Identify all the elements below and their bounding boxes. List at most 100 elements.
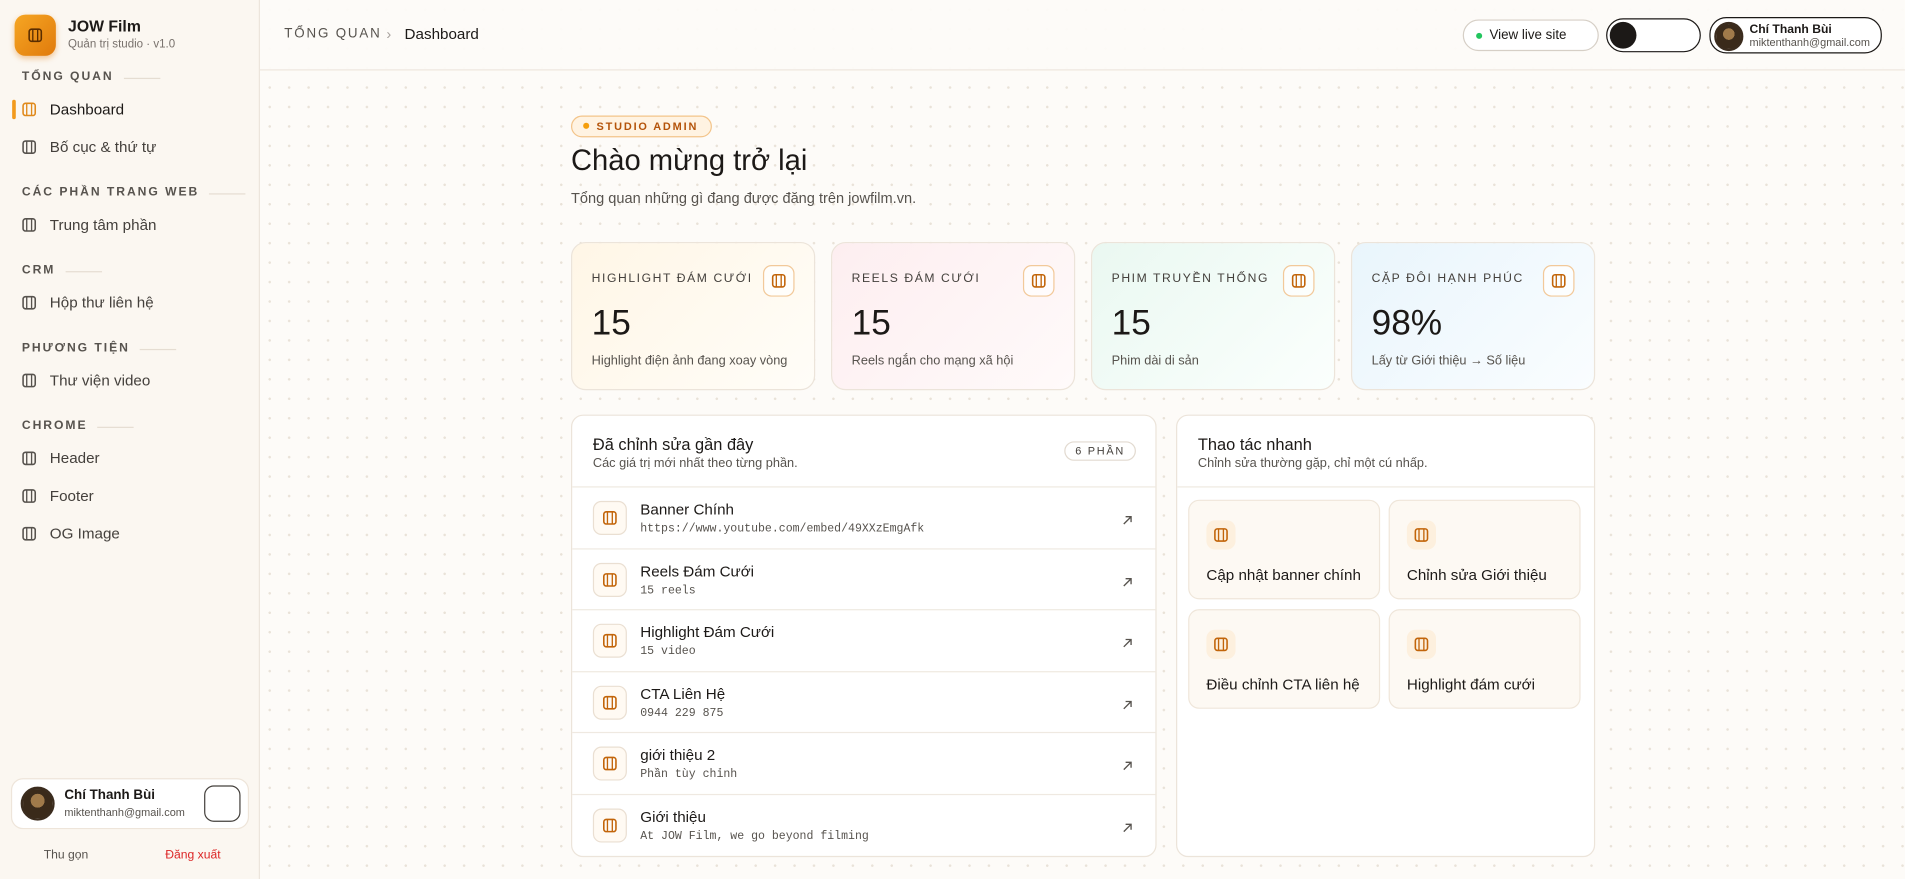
- icon: [603, 818, 617, 833]
- icon: [28, 28, 43, 43]
- badge-label: STUDIO ADMIN: [596, 120, 699, 133]
- quick-panel: Thao tác nhanh Chỉnh sửa thường gặp, chỉ …: [1176, 414, 1596, 858]
- count-badge: 6 PHẦN: [1064, 441, 1136, 461]
- nav-item[interactable]: Thư viện video: [22, 370, 150, 392]
- user-menu[interactable]: Chí Thanh Bùi miktenthanh@gmail.com: [1709, 17, 1882, 54]
- theme-button[interactable]: [204, 785, 241, 822]
- quick-action[interactable]: Điều chỉnh CTA liên hệ: [1188, 609, 1381, 709]
- user-name: Chí Thanh Bùi: [1749, 23, 1832, 37]
- logo: [14, 14, 56, 56]
- nav-label: Bố cục & thứ tự: [49, 138, 157, 156]
- theme-toggle[interactable]: [1606, 18, 1701, 53]
- item-detail: Phần tùy chỉnh: [640, 767, 738, 782]
- nav-label: Thư viện video: [49, 372, 151, 390]
- open-arrow: [1121, 818, 1133, 840]
- user-card: Chí Thanh Bùi miktenthanh@gmail.com: [10, 778, 250, 830]
- open-arrow: [1121, 634, 1133, 656]
- status-dot: [1476, 32, 1483, 39]
- recent-item[interactable]: Giới thiệu At JOW Film, we go beyond film…: [572, 793, 1156, 856]
- action-label: Highlight đám cưới: [1406, 675, 1536, 694]
- stat-value: 15: [1111, 303, 1151, 343]
- page-title: Chào mừng trở lại: [571, 144, 808, 178]
- stat-note: Reels ngắn cho mạng xã hội: [851, 353, 1014, 369]
- icon: [603, 511, 617, 525]
- panel-subtitle: Các giá trị mới nhất theo từng phần.: [592, 455, 798, 471]
- stat-card: HIGHLIGHT ĐÁM CƯỚI 15 Highlight điện ảnh đ…: [571, 241, 816, 391]
- action-icon: [1406, 520, 1437, 550]
- badge-dot: [583, 122, 590, 129]
- icon: [603, 757, 617, 771]
- recent-item[interactable]: Reels Đám Cưới 15 reels: [572, 547, 1156, 610]
- divider: [1177, 486, 1594, 488]
- open-arrow: [1121, 695, 1133, 717]
- badge: STUDIO ADMIN: [571, 115, 712, 138]
- icon: [1414, 637, 1429, 652]
- breadcrumb-separator: ›: [386, 25, 392, 43]
- item-icon: [592, 623, 627, 658]
- quick-action[interactable]: Chỉnh sửa Giới thiệu: [1388, 499, 1581, 600]
- panel-title: Thao tác nhanh: [1197, 435, 1312, 454]
- stat-label: REELS ĐÁM CƯỚI: [851, 272, 981, 286]
- page-subtitle: Tổng quan những gì đang được đăng trên j…: [571, 189, 917, 207]
- nav-label: Dashboard: [49, 100, 125, 118]
- item-title: giới thiệu 2: [640, 746, 716, 764]
- stat-card: PHIM TRUYỀN THỐNG 15 Phim dài di sản: [1090, 241, 1336, 391]
- stat-value: 15: [591, 303, 631, 343]
- arrow-icon: [1123, 639, 1132, 648]
- stat-icon: [1022, 265, 1055, 297]
- icon: [1214, 528, 1228, 542]
- nav-item[interactable]: Hộp thư liên hệ: [22, 292, 154, 314]
- brand-subtitle: Quản trị studio · v1.0: [68, 37, 176, 52]
- icon: [1214, 637, 1228, 652]
- icon: [22, 295, 37, 310]
- icon: [771, 273, 786, 288]
- logout-button[interactable]: Đăng xuất: [165, 848, 221, 863]
- breadcrumb-current: Dashboard: [404, 25, 479, 43]
- action-label: Cập nhật banner chính: [1206, 566, 1361, 584]
- icon: [603, 695, 617, 710]
- stat-icon: [1542, 265, 1575, 297]
- avatar: [20, 786, 55, 821]
- quick-action[interactable]: Cập nhật banner chính: [1188, 499, 1381, 600]
- nav-item[interactable]: Footer: [22, 485, 94, 507]
- open-arrow: [1121, 572, 1133, 594]
- action-icon: [1206, 520, 1236, 550]
- nav-item[interactable]: Dashboard: [22, 98, 124, 120]
- recent-item[interactable]: giới thiệu 2 Phần tùy chỉnh: [572, 732, 1156, 794]
- nav-item[interactable]: Header: [22, 447, 100, 469]
- view-live-label: View live site: [1489, 27, 1567, 43]
- quick-action[interactable]: Highlight đám cưới: [1388, 609, 1581, 709]
- icon: [22, 489, 37, 503]
- nav-item[interactable]: Trung tâm phần: [22, 214, 157, 236]
- icon: [1414, 528, 1429, 542]
- user-email: miktenthanh@gmail.com: [64, 806, 185, 819]
- nav-label: Header: [49, 449, 100, 467]
- recent-item[interactable]: Highlight Đám Cưới 15 video: [572, 609, 1156, 671]
- icon: [22, 140, 37, 154]
- icon: [22, 373, 37, 388]
- view-live-button[interactable]: View live site: [1462, 19, 1599, 52]
- arrow-icon: [1123, 700, 1132, 710]
- nav-item[interactable]: OG Image: [22, 523, 120, 545]
- item-title: Banner Chính: [640, 500, 734, 518]
- recent-item[interactable]: CTA Liên Hệ 0944 229 875: [572, 670, 1156, 733]
- collapse-button[interactable]: Thu gọn: [43, 848, 89, 863]
- main: TỔNG QUAN › Dashboard View live site Chí Tha…: [259, 0, 1905, 879]
- user-email: miktenthanh@gmail.com: [1749, 36, 1870, 49]
- theme-light[interactable]: [1609, 21, 1637, 49]
- item-icon: [592, 746, 627, 782]
- stat-icon: [762, 265, 795, 297]
- nav-heading: PHƯƠNG TIỆN: [21, 341, 176, 356]
- item-detail: https://www.youtube.com/embed/49XXzEmgAf…: [640, 521, 925, 535]
- item-title: Reels Đám Cưới: [640, 562, 755, 580]
- recent-item[interactable]: Banner Chính https://www.youtube.com/embe…: [572, 486, 1156, 548]
- nav-item[interactable]: Bố cục & thứ tự: [22, 136, 156, 158]
- action-icon: [1206, 629, 1236, 659]
- arrow-icon: [1123, 516, 1132, 525]
- open-arrow: [1121, 757, 1133, 779]
- topbar: TỔNG QUAN › Dashboard View live site Chí Tha…: [259, 0, 1905, 71]
- stat-card: REELS ĐÁM CƯỚI 15 Reels ngắn cho mạng xã h…: [830, 241, 1076, 391]
- icon: [22, 218, 37, 232]
